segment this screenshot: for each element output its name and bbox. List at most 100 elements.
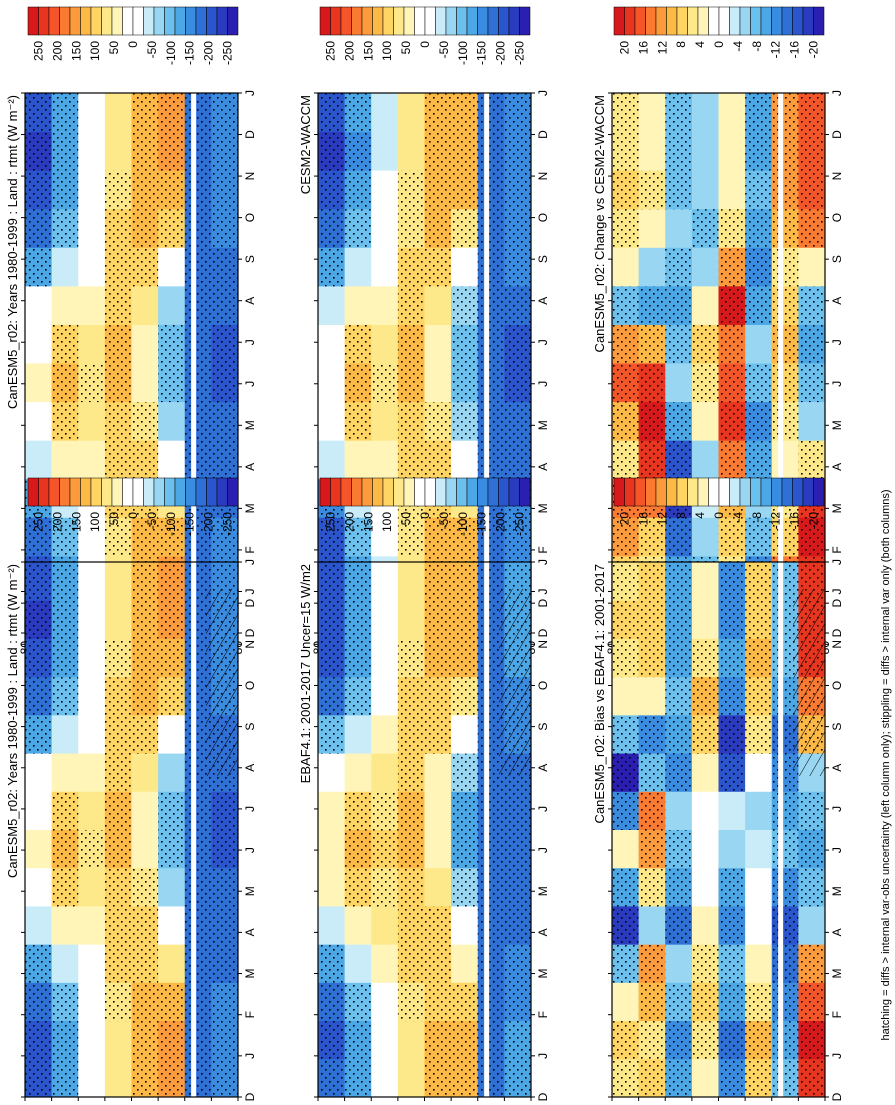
stipple-overlay [612,208,640,248]
colorbar-swatch [319,477,331,507]
stipple-overlay [451,982,479,1022]
stipple-overlay [424,170,452,210]
colorbar-swatch [195,6,207,36]
stipple-overlay [344,93,372,133]
heatmap-cell [78,562,106,601]
panel-title: CanESM5_r02: Years 1980-1999 : Land : rt… [5,564,20,878]
month-tick-label: O [830,681,844,690]
colorbar-swatch [216,6,228,36]
stipple-overlay [104,791,132,830]
month-tick-label: O [536,213,550,222]
colorbar-label: 8 [674,512,688,519]
stipple-overlay [745,562,773,601]
heatmap-cell [665,944,693,983]
stipple-overlay [504,208,532,248]
stipple-overlay [745,285,773,325]
stipple-overlay [131,440,159,480]
heatmap-cell [25,791,53,830]
colorbar-swatch [708,477,720,507]
month-tick-label: A [536,297,550,305]
heatmap-cell [371,517,399,557]
month-tick-label: A [830,928,844,936]
stipple-overlay [665,714,693,754]
colorbar-swatch [634,6,646,36]
stipple-overlay [798,93,826,133]
stipple-overlay [477,791,505,830]
stipple-overlay [424,982,452,1022]
colorbar-swatch [739,6,751,36]
stipple-overlay [504,324,532,364]
month-tick-label: J [830,559,844,565]
month-tick-label: M [536,503,550,513]
heatmap-cell [424,324,452,364]
stipple-overlay [397,676,425,716]
stipple-overlay [451,600,479,639]
stipple-overlay [745,600,773,639]
colorbar-swatch [90,6,102,36]
stipple-overlay [184,324,212,364]
heatmap-cell [158,285,186,325]
stipple-overlay [665,676,693,716]
colorbar-swatch [340,6,352,36]
colorbar-swatch [351,6,363,36]
heatmap-cell [691,170,719,210]
colorbar-swatch [729,477,741,507]
stipple-overlay [131,93,159,133]
month-tick-label: M [243,886,257,896]
heatmap-cell [51,905,79,945]
stipple-overlay [691,638,719,678]
stipple-overlay [798,867,826,907]
stipple-overlay [718,517,746,557]
stipple-overlay [771,285,799,325]
month-tick-label: J [243,339,257,345]
colorbar-label: -250 [221,41,235,65]
stipple-overlay [477,131,505,171]
colorbar: 250 200 150 100 50 0 -50 -100 -150 -200 -250 [319,6,531,65]
heatmap-cell [318,791,346,830]
panel-title: EBAF4.1: 2001-2017 Uncer=15 W/m2 [298,564,313,783]
stipple-overlay [344,324,372,364]
heatmap-cell [131,324,159,364]
colorbar-label: 16 [636,512,650,526]
stipple-overlay [504,170,532,210]
stipple-overlay [184,170,212,210]
stipple-overlay [451,829,479,869]
stipple-overlay [211,170,239,210]
heatmap-cell [424,285,452,325]
stipple-overlay [131,1020,159,1060]
month-tick-label: J [830,1053,844,1059]
heatmap-cell [25,905,53,945]
colorbar-swatch [414,477,426,507]
colorbar-swatch [216,477,228,507]
stipple-overlay [638,440,666,480]
heatmap-cell [397,1058,425,1098]
stipple-overlay [424,562,452,601]
heatmap-cell [691,247,719,287]
heatmap-cell [318,753,346,792]
stipple-overlay [104,867,132,907]
heatmap-cell [158,714,186,754]
stipple-overlay [451,791,479,830]
stipple-overlay [691,944,719,983]
colorbar-swatch [760,477,772,507]
stipple-overlay [424,1058,452,1098]
stipple-overlay [104,982,132,1022]
heatmap-cell [25,829,53,869]
colorbar: 20 16 12 8 4 0 -4 -8 -12 -16 -20 [613,477,825,529]
stipple-overlay [718,905,746,945]
heatmap-cell [78,285,106,325]
colorbar-label: 150 [69,41,83,61]
stipple-overlay [451,401,479,441]
colorbar-swatch [508,6,520,36]
heatmap-cell [78,247,106,287]
stipple-overlay [504,1020,532,1060]
heatmap-cell [78,517,106,557]
stipple-overlay [504,905,532,945]
heatmap-cell [718,93,746,133]
colorbar-swatch [813,6,825,36]
stipple-overlay [798,1020,826,1060]
heatmap-cell [51,944,79,983]
colorbar-label: -150 [475,41,489,65]
month-tick-label: N [830,640,844,649]
stipple-overlay [771,1058,799,1098]
